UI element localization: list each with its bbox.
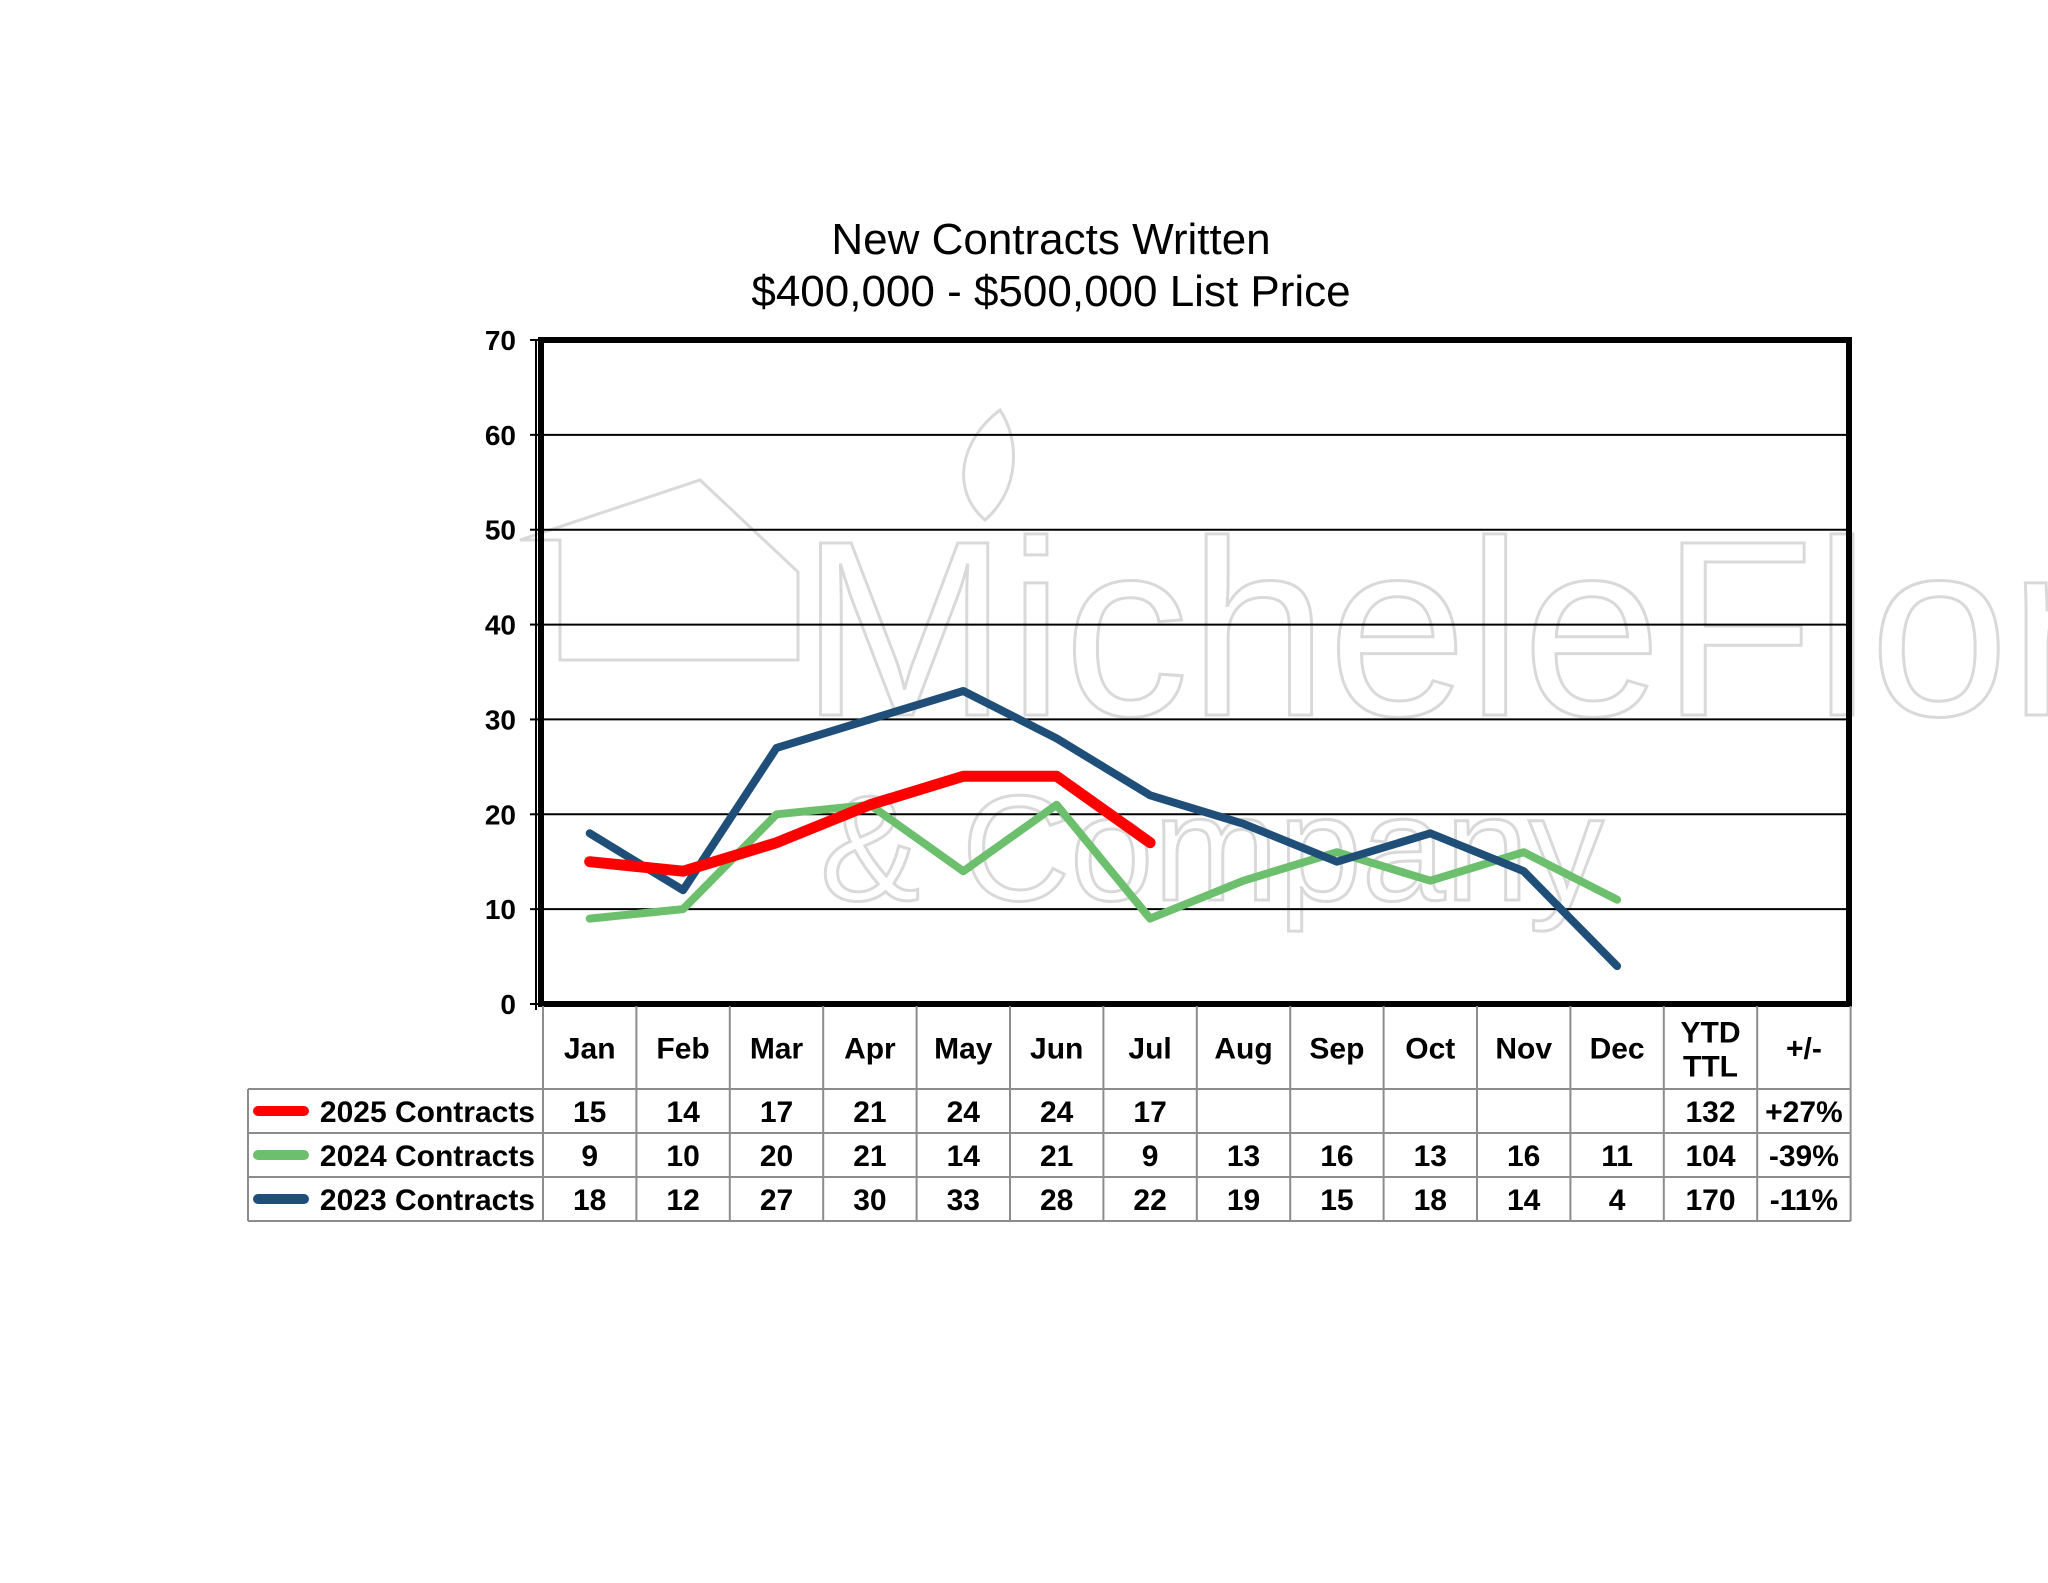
x-category-label: Jun	[1030, 1033, 1083, 1066]
table-cell-ytd: 170	[1685, 1184, 1735, 1217]
table-cell-change: -39%	[1769, 1140, 1839, 1173]
table-header-label: YTD	[1681, 1017, 1741, 1050]
table-cell-value: 10	[666, 1140, 699, 1173]
chart-subtitle: $400,000 - $500,000 List Price	[751, 267, 1350, 316]
table-cell-value: 14	[1507, 1184, 1541, 1217]
chart-title: New Contracts Written	[831, 215, 1270, 264]
x-category-label: Jul	[1128, 1033, 1171, 1066]
table-header-label: +/-	[1786, 1033, 1822, 1066]
table-cell-ytd: 132	[1685, 1096, 1735, 1129]
y-axis: 0 10 20 30 40 50 60 70	[485, 325, 541, 1020]
legend-label: 2025 Contracts	[320, 1096, 535, 1129]
x-category-label: Nov	[1495, 1033, 1552, 1066]
y-tick-label: 60	[485, 420, 516, 451]
y-tick-label: 50	[485, 515, 516, 546]
table-cell-value: 9	[581, 1140, 598, 1173]
table-cell-value: 28	[1040, 1184, 1073, 1217]
x-category-label: Feb	[656, 1033, 709, 1066]
table-cell-value: 20	[760, 1140, 793, 1173]
table-cell-value: 21	[1040, 1140, 1073, 1173]
table-cell-value: 15	[1320, 1184, 1353, 1217]
series-line	[584, 770, 1156, 877]
table-cell-value: 13	[1414, 1140, 1447, 1173]
y-tick-label: 20	[485, 799, 516, 830]
gridlines	[541, 433, 1849, 911]
table-cell-value: 12	[666, 1184, 699, 1217]
legend-label: 2023 Contracts	[320, 1184, 535, 1217]
table-cell-value: 17	[760, 1096, 793, 1129]
leaf-icon	[962, 407, 1015, 522]
data-table: Jan Feb Mar Apr May Jun Jul Aug Sep Oct Nov Dec YTDT…	[247, 1006, 1852, 1222]
table-cell-value: 18	[573, 1184, 606, 1217]
table-cell-value: 21	[853, 1140, 886, 1173]
x-category-label: Oct	[1405, 1033, 1455, 1066]
x-category-label: Aug	[1214, 1033, 1272, 1066]
y-tick-label: 40	[485, 610, 516, 641]
table-cell-ytd: 104	[1685, 1140, 1735, 1173]
table-cell-value: 17	[1133, 1096, 1166, 1129]
company-logo-watermark: MicheleFlory & Company	[519, 407, 2048, 934]
y-tick-label: 10	[485, 894, 516, 925]
y-tick-label: 0	[500, 989, 516, 1020]
y-tick-label: 30	[485, 704, 516, 735]
table-cell-change: +27%	[1765, 1096, 1843, 1129]
table-cell-value: 15	[573, 1096, 606, 1129]
table-cell-value: 33	[947, 1184, 980, 1217]
plot-frame	[538, 337, 1852, 1007]
table-cell-value: 16	[1507, 1140, 1540, 1173]
table-cell-value: 22	[1133, 1184, 1166, 1217]
x-category-label: Jan	[564, 1033, 616, 1066]
x-category-label: Dec	[1590, 1033, 1645, 1066]
table-cell-value: 4	[1609, 1184, 1626, 1217]
table-cell-value: 11	[1601, 1140, 1633, 1173]
table-cell-value: 24	[947, 1096, 981, 1129]
table-cell-value: 30	[853, 1184, 886, 1217]
table-cell-change: -11%	[1770, 1184, 1838, 1217]
series-line	[585, 687, 1622, 971]
x-category-label: Apr	[844, 1033, 896, 1066]
table-cell-value: 24	[1040, 1096, 1074, 1129]
series-lines	[584, 687, 1622, 971]
watermark-line1: MicheleFlory	[800, 489, 2048, 768]
legend-label: 2024 Contracts	[320, 1140, 535, 1173]
series-line	[585, 800, 1622, 923]
x-category-label: May	[934, 1033, 993, 1066]
table-cell-value: 14	[947, 1140, 981, 1173]
x-category-label: Mar	[750, 1033, 804, 1066]
table-cell-value: 14	[666, 1096, 700, 1129]
y-tick-label: 70	[485, 325, 516, 356]
table-header-label: TTL	[1683, 1051, 1738, 1084]
x-category-label: Sep	[1309, 1033, 1364, 1066]
table-cell-value: 13	[1227, 1140, 1260, 1173]
table-cell-value: 19	[1227, 1184, 1260, 1217]
table-cell-value: 27	[760, 1184, 793, 1217]
table-cell-value: 18	[1414, 1184, 1447, 1217]
table-cell-value: 9	[1142, 1140, 1159, 1173]
table-cell-value: 21	[853, 1096, 886, 1129]
house-icon	[519, 478, 800, 662]
table-cell-value: 16	[1320, 1140, 1353, 1173]
